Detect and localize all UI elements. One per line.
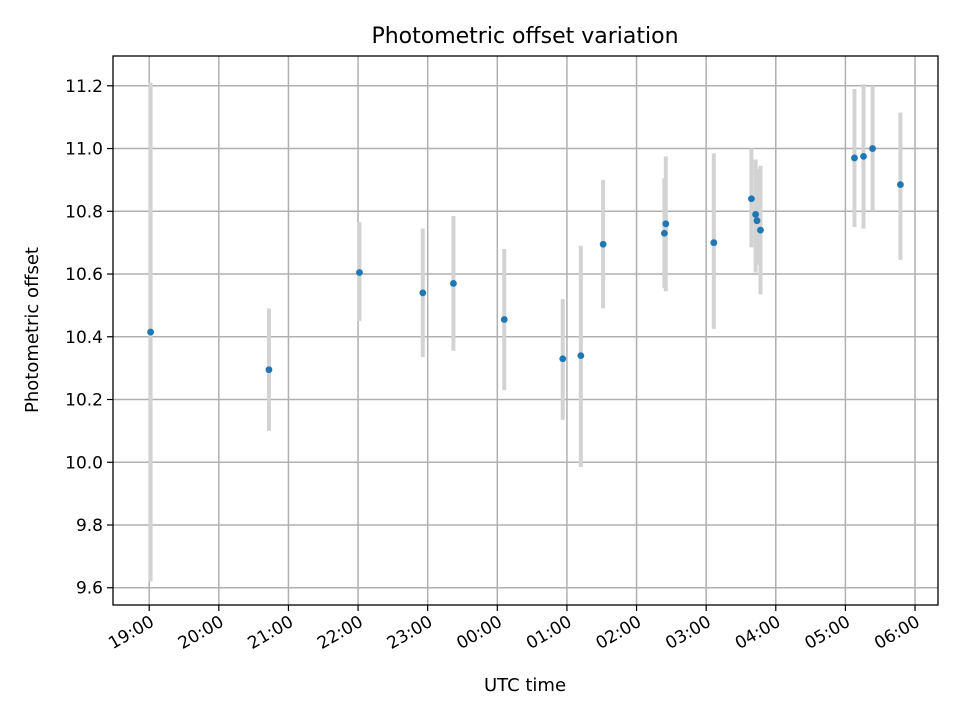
y-tick-label: 10.8: [65, 202, 103, 222]
y-tick-label: 11.2: [65, 77, 103, 97]
data-point: [599, 240, 607, 248]
data-point: [748, 195, 755, 203]
data-point: [559, 355, 567, 363]
y-tick-label: 9.8: [76, 516, 103, 536]
data-point: [752, 211, 759, 218]
data-point: [147, 328, 154, 336]
point-layer: [147, 145, 904, 374]
data-point: [860, 152, 867, 160]
y-axis-label: Photometric offset: [22, 247, 43, 413]
y-tick-label: 10.2: [65, 391, 103, 411]
data-point: [660, 229, 668, 237]
y-tick-label: 11.0: [65, 140, 103, 160]
data-point: [869, 145, 876, 152]
data-point: [356, 269, 363, 276]
data-point: [500, 316, 508, 323]
data-point: [710, 239, 718, 247]
x-axis-label: UTC time: [484, 675, 566, 696]
data-point: [577, 352, 585, 359]
y-tick-label: 9.6: [76, 579, 103, 599]
y-tick-label: 10.4: [65, 328, 103, 348]
grid-layer: [113, 56, 938, 605]
data-point: [851, 154, 858, 162]
y-tick-label: 10.6: [65, 265, 103, 285]
data-point: [662, 220, 670, 228]
data-point: [757, 226, 764, 234]
plot-frame: [112, 55, 939, 606]
y-tick-label: 10.0: [65, 453, 103, 473]
data-point: [450, 280, 457, 287]
data-point: [265, 366, 273, 374]
chart-title: Photometric offset variation: [371, 24, 678, 49]
data-point: [897, 181, 904, 189]
data-point: [419, 289, 427, 297]
y-axis: 9.6 9.8 10.0 10.2 10.4 10.6 10.8 11.0 11.2: [65, 77, 113, 599]
data-point: [753, 217, 761, 225]
